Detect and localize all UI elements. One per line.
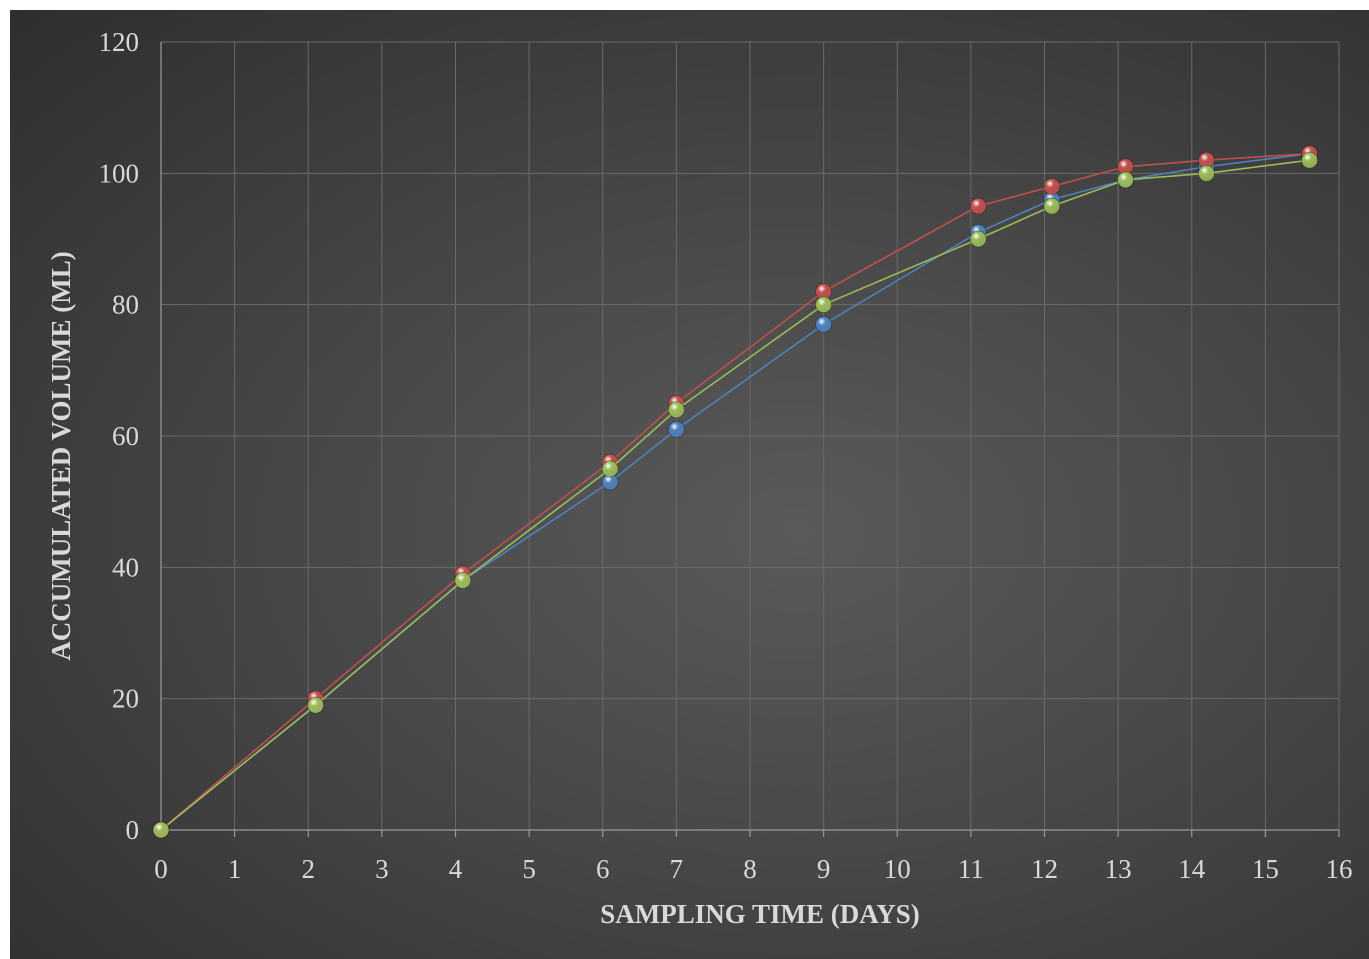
data-point: [1043, 197, 1061, 215]
x-tick-label: 9: [817, 854, 831, 884]
x-tick-label: 1: [228, 854, 242, 884]
series-line: [160, 152, 1310, 831]
data-point: [1198, 164, 1215, 182]
x-tick-label: 6: [596, 854, 610, 884]
y-tick-label: 0: [126, 815, 140, 845]
series-group: [152, 145, 1318, 839]
gridlines: [161, 41, 1340, 830]
data-point: [815, 296, 833, 314]
series-line: [160, 152, 1310, 831]
y-tick-label: 60: [112, 421, 139, 451]
data-point: [1117, 171, 1134, 189]
y-axis-title: ACCUMULATED VOLUME (ML): [46, 251, 76, 660]
data-point: [969, 230, 987, 248]
data-point: [152, 821, 170, 839]
series-2: [152, 145, 1318, 839]
y-tick-label: 120: [99, 27, 140, 57]
data-point: [667, 401, 685, 419]
x-tick-label: 2: [302, 854, 316, 884]
x-tick-label: 3: [375, 854, 389, 884]
x-tick-label: 8: [743, 854, 757, 884]
series-line: [160, 159, 1310, 831]
y-tick-label: 40: [112, 552, 139, 582]
x-tick-label: 7: [670, 854, 684, 884]
y-tick-label: 80: [112, 290, 139, 320]
x-tick-label: 10: [884, 854, 911, 884]
x-tick-label: 14: [1178, 854, 1206, 884]
data-point: [667, 421, 685, 438]
x-tick-label: 13: [1105, 854, 1132, 884]
chart-area: 0 20 40 60 80 100 120 0 1 2 3 4 5 6 7 8 9 10 11 12 13 14 15 16 …: [10, 10, 1369, 959]
x-tick-label: 0: [154, 854, 168, 884]
x-axis-title: SAMPLING TIME (DAYS): [600, 899, 920, 929]
series-1: [152, 145, 1318, 839]
data-point: [969, 197, 987, 215]
x-tick-label: 15: [1252, 854, 1279, 884]
y-tick-label: 100: [99, 158, 140, 188]
data-point: [1043, 178, 1061, 195]
x-tick-label: 16: [1326, 854, 1353, 884]
x-tick-label: 4: [449, 854, 463, 884]
series-3: [152, 151, 1318, 839]
data-point: [815, 315, 833, 333]
x-tick-label: 5: [522, 854, 536, 884]
data-point: [454, 572, 472, 589]
data-point: [1301, 151, 1318, 169]
data-point: [601, 460, 619, 478]
x-tick-label: 12: [1031, 854, 1058, 884]
x-tick-label: 11: [958, 854, 984, 884]
data-point: [307, 696, 325, 714]
y-tick-label: 20: [112, 684, 139, 714]
